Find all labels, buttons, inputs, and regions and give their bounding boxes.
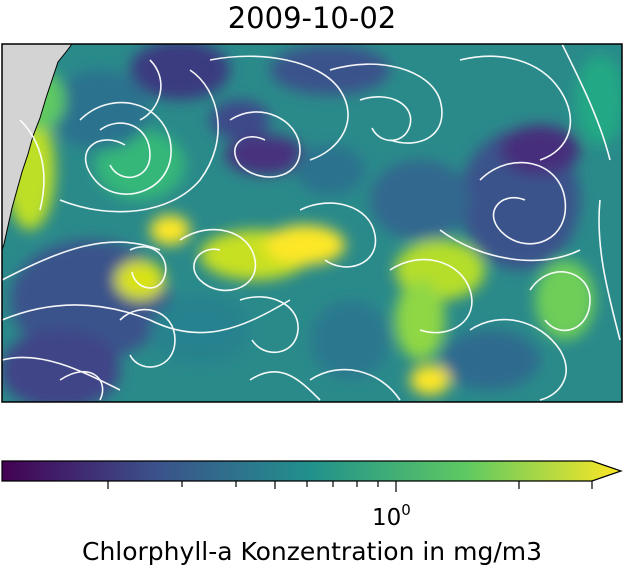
colorbar-tick-label: 100 xyxy=(372,501,411,531)
coastline-land xyxy=(1,43,73,251)
current-streamlines xyxy=(2,44,621,401)
map-frame xyxy=(1,43,623,403)
colorbar-fill xyxy=(1,460,623,482)
colorbar-label: Chlorphyll-a Konzentration in mg/m3 xyxy=(81,537,543,566)
colorbar xyxy=(1,460,623,492)
chlorophyll-field xyxy=(2,44,622,402)
map-title: 2009-10-02 xyxy=(227,1,397,35)
colorbar-ticks xyxy=(107,481,593,492)
